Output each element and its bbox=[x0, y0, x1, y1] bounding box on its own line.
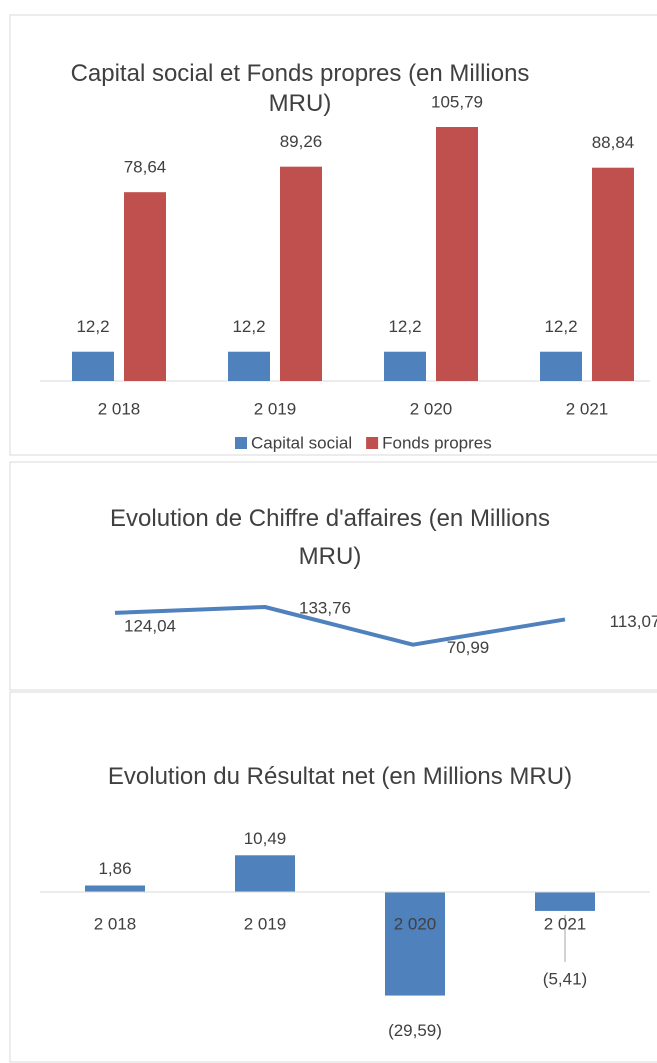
bar bbox=[436, 127, 478, 381]
chart-frame bbox=[9, 461, 657, 691]
bar bbox=[85, 885, 145, 892]
data-label: 12,2 bbox=[232, 317, 265, 336]
x-tick-label: 2 019 bbox=[254, 399, 297, 418]
bar bbox=[535, 892, 595, 911]
chart-title: Capital social et Fonds propres (en Mill… bbox=[71, 60, 530, 117]
chart-title: Evolution de Chiffre d'affaires (en Mill… bbox=[110, 505, 550, 570]
data-label: (29,59) bbox=[388, 1021, 442, 1040]
data-label: 10,49 bbox=[244, 829, 287, 848]
bar bbox=[124, 192, 166, 381]
data-label: 113,07 bbox=[610, 612, 657, 631]
data-label: 70,99 bbox=[447, 638, 490, 657]
chart-frame bbox=[9, 691, 657, 1063]
x-tick-label: 2 020 bbox=[410, 399, 453, 418]
data-label: 133,76 bbox=[299, 598, 351, 617]
data-label: 1,86 bbox=[98, 859, 131, 878]
data-label: 89,26 bbox=[280, 132, 323, 151]
x-tick-label: 2 018 bbox=[94, 914, 137, 933]
data-label: 88,84 bbox=[592, 133, 635, 152]
bar bbox=[384, 351, 426, 381]
bar bbox=[228, 351, 270, 381]
legend-label: Capital social bbox=[251, 433, 352, 452]
legend-label: Fonds propres bbox=[382, 433, 492, 452]
data-label: 105,79 bbox=[431, 92, 483, 111]
data-label: (5,41) bbox=[543, 969, 587, 988]
line bbox=[114, 605, 566, 647]
bar bbox=[385, 892, 445, 996]
bar bbox=[280, 166, 322, 381]
data-label: 12,2 bbox=[76, 317, 109, 336]
data-label: 78,64 bbox=[124, 158, 167, 177]
chart-frame bbox=[9, 14, 657, 456]
bar bbox=[235, 855, 295, 892]
data-label: 124,04 bbox=[124, 616, 176, 635]
data-label: 12,2 bbox=[388, 317, 421, 336]
bar bbox=[540, 351, 582, 381]
x-tick-label: 2 021 bbox=[544, 914, 587, 933]
data-label: 12,2 bbox=[544, 317, 577, 336]
bar bbox=[592, 167, 634, 381]
x-tick-label: 2 019 bbox=[244, 914, 287, 933]
chart-title: Evolution du Résultat net (en Millions M… bbox=[108, 763, 572, 790]
legend-swatch bbox=[366, 437, 379, 449]
legend-swatch bbox=[235, 437, 247, 449]
x-tick-label: 2 020 bbox=[394, 914, 437, 933]
x-tick-label: 2 021 bbox=[566, 399, 609, 418]
x-tick-label: 2 018 bbox=[98, 399, 141, 418]
bar bbox=[72, 351, 114, 381]
